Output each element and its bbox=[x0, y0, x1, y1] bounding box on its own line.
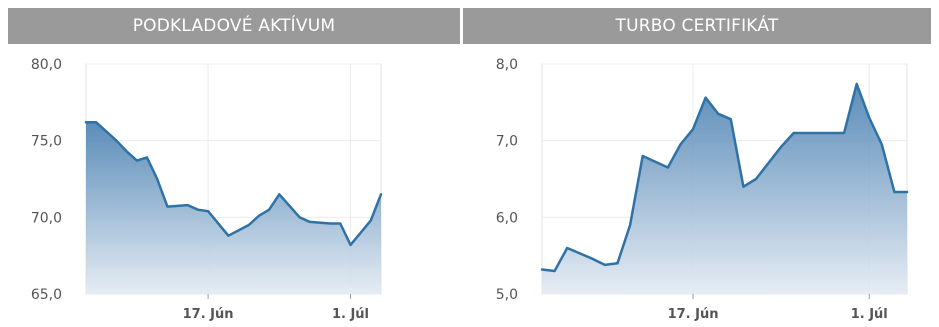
data-point bbox=[115, 139, 117, 141]
turbo-certificate-panel: TURBO CERTIFIKÁT 5,0 6,0 7,0 8,0 17. Jún 1. J… bbox=[463, 0, 939, 327]
data-point bbox=[309, 221, 311, 223]
data-point bbox=[604, 264, 606, 266]
data-point bbox=[755, 178, 757, 180]
series-line bbox=[540, 82, 909, 273]
data-point bbox=[679, 143, 681, 145]
data-point bbox=[629, 224, 631, 226]
series-area bbox=[86, 122, 381, 294]
data-point bbox=[156, 178, 158, 180]
y-tick-label: 65,0 bbox=[31, 287, 62, 303]
data-point bbox=[370, 219, 372, 221]
data-point bbox=[136, 159, 138, 161]
data-point bbox=[248, 224, 250, 226]
data-point bbox=[881, 143, 883, 145]
data-point bbox=[95, 121, 97, 123]
y-tick-label: 5,0 bbox=[496, 287, 518, 303]
data-point bbox=[329, 222, 331, 224]
data-point bbox=[125, 150, 127, 152]
data-point bbox=[742, 185, 744, 187]
data-point bbox=[541, 268, 543, 270]
data-point bbox=[146, 156, 148, 158]
data-point bbox=[258, 215, 260, 217]
data-point bbox=[818, 132, 820, 134]
data-point bbox=[906, 191, 908, 193]
data-point bbox=[278, 193, 280, 195]
data-point bbox=[187, 204, 189, 206]
data-point bbox=[704, 97, 706, 99]
series-area bbox=[542, 83, 907, 295]
data-point bbox=[805, 132, 807, 134]
data-point bbox=[166, 205, 168, 207]
turbo-certificate-header: TURBO CERTIFIKÁT bbox=[463, 8, 931, 44]
data-point bbox=[553, 270, 555, 272]
underlying-asset-chart: 65,0 70,0 75,0 80,0 17. Jún 1. Júl bbox=[31, 57, 383, 322]
data-point bbox=[641, 155, 643, 157]
y-tick-label: 8,0 bbox=[496, 57, 518, 73]
y-tick-label: 70,0 bbox=[31, 210, 62, 226]
data-point bbox=[717, 113, 719, 115]
data-point bbox=[730, 118, 732, 120]
x-tick-label: 17. Jún bbox=[668, 307, 719, 322]
data-point bbox=[207, 210, 209, 212]
y-tick-label: 7,0 bbox=[496, 134, 518, 150]
data-point bbox=[616, 262, 618, 264]
x-tick-label: 1. Júl bbox=[332, 307, 369, 322]
data-point bbox=[893, 191, 895, 193]
y-tick-label: 75,0 bbox=[31, 134, 62, 150]
data-point bbox=[692, 128, 694, 130]
data-point bbox=[793, 132, 795, 134]
data-point bbox=[349, 244, 351, 246]
x-tick-label: 17. Jún bbox=[183, 307, 234, 322]
data-point bbox=[780, 146, 782, 148]
data-point bbox=[359, 231, 361, 233]
series-line bbox=[84, 121, 383, 247]
underlying-asset-panel: PODKLADOVÉ AKTÍVUM 65,0 70,0 75,0 80,0 17. J… bbox=[0, 0, 460, 327]
data-point bbox=[268, 208, 270, 210]
data-point bbox=[85, 121, 87, 123]
data-point bbox=[591, 258, 593, 260]
data-point bbox=[380, 193, 382, 195]
data-point bbox=[227, 235, 229, 237]
y-tick-label: 6,0 bbox=[496, 210, 518, 226]
data-point bbox=[579, 252, 581, 254]
data-point bbox=[197, 208, 199, 210]
data-point bbox=[855, 83, 857, 85]
data-point bbox=[843, 132, 845, 134]
data-point bbox=[667, 166, 669, 168]
turbo-certificate-chart: 5,0 6,0 7,0 8,0 17. Jún 1. Júl bbox=[496, 57, 909, 322]
x-tick-label: 1. Júl bbox=[851, 307, 888, 322]
data-point bbox=[298, 216, 300, 218]
underlying-asset-header: PODKLADOVÉ AKTÍVUM bbox=[8, 8, 460, 44]
data-point bbox=[339, 222, 341, 224]
data-point bbox=[868, 116, 870, 118]
y-tick-label: 80,0 bbox=[31, 57, 62, 73]
data-point bbox=[566, 247, 568, 249]
